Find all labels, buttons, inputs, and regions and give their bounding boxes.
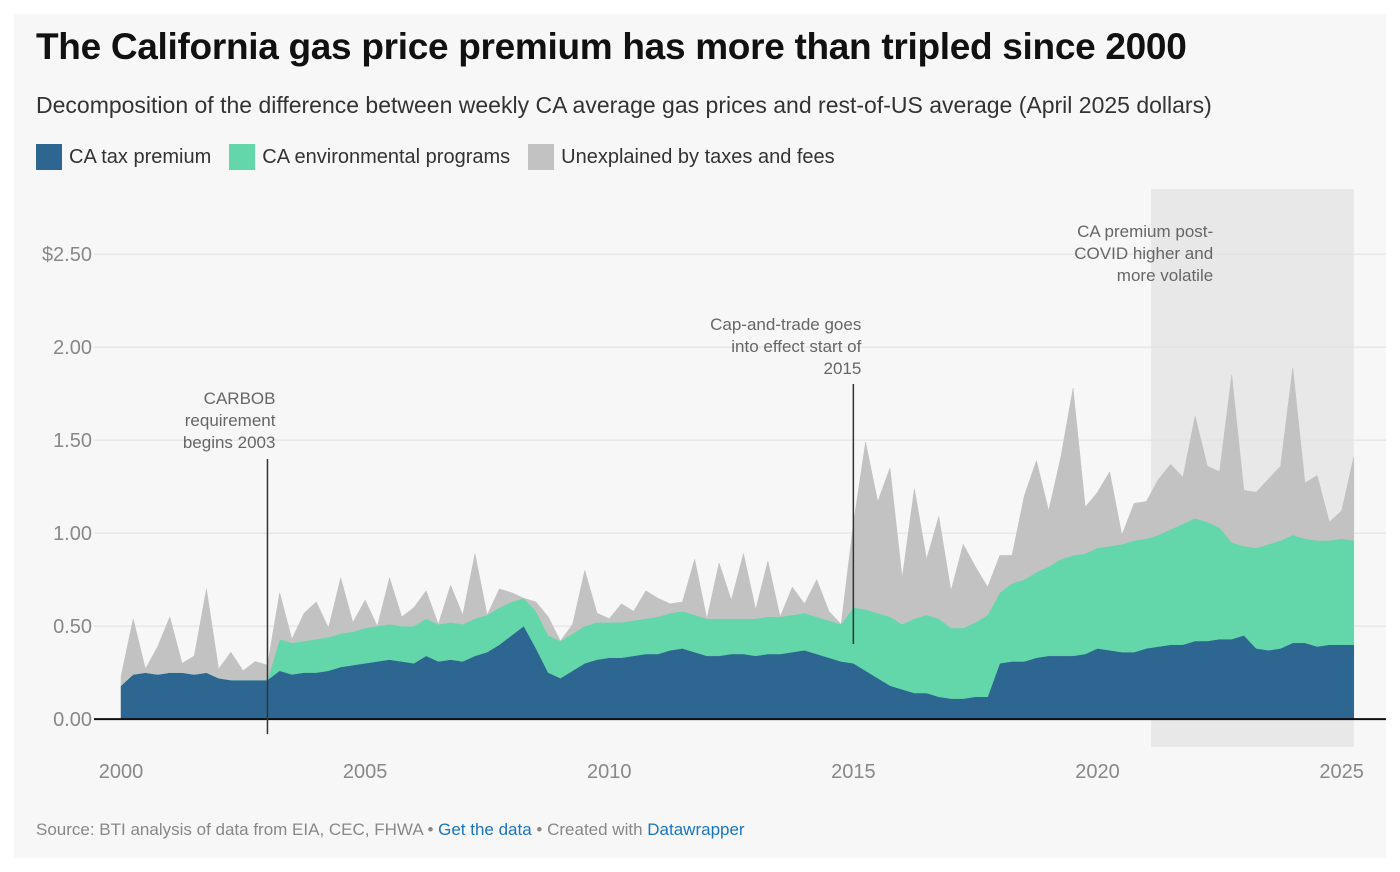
y-tick-label: $2.50 — [42, 244, 92, 266]
legend: CA tax premium CA environmental programs… — [36, 144, 835, 170]
y-tick-label: 0.00 — [53, 709, 92, 731]
x-tick-label: 2015 — [831, 761, 876, 783]
x-tick-label: 2010 — [587, 761, 632, 783]
annotation-text: COVID higher and — [1074, 244, 1213, 263]
chart-subtitle: Decomposition of the difference between … — [36, 92, 1212, 118]
y-tick-label: 2.00 — [53, 337, 92, 359]
legend-item-unexplained: Unexplained by taxes and fees — [528, 144, 835, 170]
chart-card: The California gas price premium has mor… — [14, 14, 1386, 858]
x-tick-label: 2000 — [99, 761, 144, 783]
legend-swatch-tax — [36, 144, 62, 170]
annotation-text: 2015 — [824, 359, 862, 378]
source-note: Source: BTI analysis of data from EIA, C… — [36, 820, 423, 839]
annotation-text: CA premium post- — [1077, 222, 1213, 241]
x-tick-label: 2005 — [343, 761, 388, 783]
x-tick-label: 2025 — [1319, 761, 1364, 783]
legend-label-environmental: CA environmental programs — [262, 145, 511, 168]
legend-item-tax: CA tax premium — [36, 144, 211, 170]
legend-swatch-unexplained — [528, 144, 555, 170]
datawrapper-link[interactable]: Datawrapper — [647, 820, 745, 839]
legend-label-unexplained: Unexplained by taxes and fees — [561, 145, 835, 168]
legend-item-environmental: CA environmental programs — [229, 144, 510, 170]
footer: Source: BTI analysis of data from EIA, C… — [36, 820, 745, 840]
annotation-text: into effect start of — [731, 337, 861, 356]
chart-title: The California gas price premium has mor… — [36, 26, 1187, 67]
chart-plot: 0.00 0.50 1.00 1.50 2.00 $2.50 2000 2005 2010 201… — [42, 189, 1386, 783]
annotation-text: requirement — [185, 411, 276, 430]
x-tick-label: 2020 — [1075, 761, 1120, 783]
area-series-2 — [120, 367, 1355, 687]
get-data-link[interactable]: Get the data — [438, 820, 532, 839]
legend-label-tax: CA tax premium — [69, 145, 212, 168]
annotation-text: Cap-and-trade goes — [710, 315, 861, 334]
annotation-text: CARBOB — [204, 389, 276, 408]
footer-separator: • — [422, 820, 439, 839]
created-with-text: • Created with — [531, 820, 648, 839]
legend-swatch-environmental — [229, 144, 256, 170]
y-tick-label: 1.50 — [53, 430, 92, 452]
y-tick-label: 1.00 — [53, 523, 92, 545]
annotation-text: more volatile — [1117, 266, 1213, 285]
y-tick-label: 0.50 — [53, 616, 92, 638]
annotation-text: begins 2003 — [183, 433, 276, 452]
